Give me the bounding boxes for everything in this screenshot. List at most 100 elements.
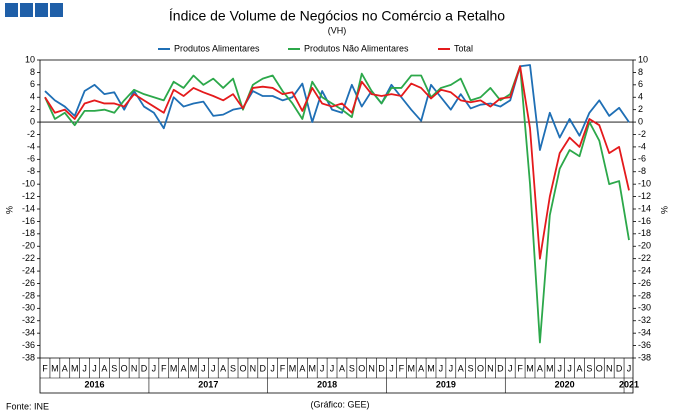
- x-tick-label: A: [418, 363, 424, 373]
- y-tick-label: -6: [27, 154, 35, 164]
- y-tick-label: -8: [27, 166, 35, 176]
- x-tick-label: A: [62, 363, 68, 373]
- y2-tick-label: -4: [638, 141, 646, 151]
- x-tick-label: J: [330, 363, 335, 373]
- x-tick-label: F: [280, 363, 286, 373]
- x-tick-label: J: [389, 363, 394, 373]
- x-tick-label: J: [557, 363, 562, 373]
- x-tick-label: M: [170, 363, 178, 373]
- series-line: [44, 65, 630, 260]
- y-tick-label: -26: [22, 278, 35, 288]
- x-tick-label: F: [399, 363, 405, 373]
- y2-tick-label: -2: [638, 129, 646, 139]
- y2-tick-label: -34: [638, 328, 651, 338]
- x-tick-label: D: [497, 363, 504, 373]
- year-label: 2016: [84, 379, 104, 389]
- source: Fonte: INE: [6, 401, 49, 411]
- y-tick-label: -22: [22, 253, 35, 263]
- year-label: 2019: [436, 379, 456, 389]
- year-label: 2017: [198, 379, 218, 389]
- y2-tick-label: -6: [638, 154, 646, 164]
- x-tick-label: A: [339, 363, 345, 373]
- x-tick-label: N: [487, 363, 494, 373]
- logo-square: [50, 3, 63, 17]
- y2-tick-label: -16: [638, 216, 651, 226]
- x-tick-label: A: [101, 363, 107, 373]
- y-tick-label: -24: [22, 265, 35, 275]
- x-tick-label: F: [517, 363, 523, 373]
- chart-title: Índice de Volume de Negócios no Comércio…: [169, 8, 505, 24]
- y-tick-label: 6: [30, 79, 35, 89]
- x-tick-label: N: [368, 363, 375, 373]
- x-tick-label: D: [616, 363, 623, 373]
- x-tick-label: A: [458, 363, 464, 373]
- plot-frame: [39, 59, 634, 394]
- x-tick-label: M: [51, 363, 59, 373]
- y2-tick-label: -8: [638, 166, 646, 176]
- y2-axis-label: %: [659, 206, 669, 214]
- y2-tick-label: -10: [638, 179, 651, 189]
- year-label: 2018: [317, 379, 337, 389]
- year-label: 2020: [555, 379, 575, 389]
- y2-tick-label: -14: [638, 203, 651, 213]
- x-tick-label: M: [407, 363, 415, 373]
- legend-label: Total: [454, 43, 473, 53]
- y2-tick-label: -28: [638, 290, 651, 300]
- y-tick-label: -18: [22, 228, 35, 238]
- y-tick-label: -20: [22, 241, 35, 251]
- y2-tick-label: -18: [638, 228, 651, 238]
- credit: (Gráfico: GEE): [310, 399, 369, 409]
- series-line: [44, 65, 630, 344]
- y2-tick-label: -26: [638, 278, 651, 288]
- y-axis-label: %: [4, 206, 14, 214]
- x-tick-label: J: [449, 363, 454, 373]
- y2-tick-label: -32: [638, 315, 651, 325]
- y-tick-label: -34: [22, 328, 35, 338]
- x-tick-label: N: [131, 363, 138, 373]
- logo-square: [35, 3, 48, 17]
- x-tick-label: D: [378, 363, 385, 373]
- y2-tick-label: 8: [638, 67, 643, 77]
- y2-tick-label: 4: [638, 92, 643, 102]
- y-tick-label: 10: [25, 54, 35, 64]
- y2-tick-label: -24: [638, 265, 651, 275]
- year-label: 2021: [619, 379, 639, 389]
- x-tick-label: A: [537, 363, 543, 373]
- legend-label: Produtos Alimentares: [174, 43, 260, 53]
- chart-subtitle: (VH): [328, 25, 347, 35]
- x-tick-label: F: [161, 363, 167, 373]
- x-tick-label: D: [141, 363, 148, 373]
- x-tick-label: J: [627, 363, 632, 373]
- x-tick-label: A: [220, 363, 226, 373]
- x-tick-label: M: [289, 363, 297, 373]
- x-tick-label: S: [349, 363, 355, 373]
- x-tick-label: F: [42, 363, 48, 373]
- x-tick-label: O: [596, 363, 603, 373]
- y-tick-label: -14: [22, 203, 35, 213]
- x-tick-label: J: [211, 363, 216, 373]
- x-tick-label: M: [309, 363, 317, 373]
- x-tick-label: N: [606, 363, 613, 373]
- y-tick-label: 4: [30, 92, 35, 102]
- logo-square: [20, 3, 33, 17]
- y2-tick-label: -20: [638, 241, 651, 251]
- y2-tick-label: 6: [638, 79, 643, 89]
- y-tick-label: -36: [22, 340, 35, 350]
- x-tick-label: A: [577, 363, 583, 373]
- x-tick-label: J: [567, 363, 572, 373]
- x-tick-label: O: [239, 363, 246, 373]
- y2-tick-label: -38: [638, 352, 651, 362]
- y2-tick-label: 2: [638, 104, 643, 114]
- y2-tick-label: -30: [638, 303, 651, 313]
- y-tick-label: -10: [22, 179, 35, 189]
- y-tick-label: -32: [22, 315, 35, 325]
- x-tick-label: S: [586, 363, 592, 373]
- x-tick-label: M: [526, 363, 534, 373]
- x-tick-label: M: [427, 363, 435, 373]
- y-tick-label: -12: [22, 191, 35, 201]
- x-tick-label: M: [190, 363, 198, 373]
- x-tick-label: O: [477, 363, 484, 373]
- y2-tick-label: 0: [638, 116, 643, 126]
- x-tick-label: A: [299, 363, 305, 373]
